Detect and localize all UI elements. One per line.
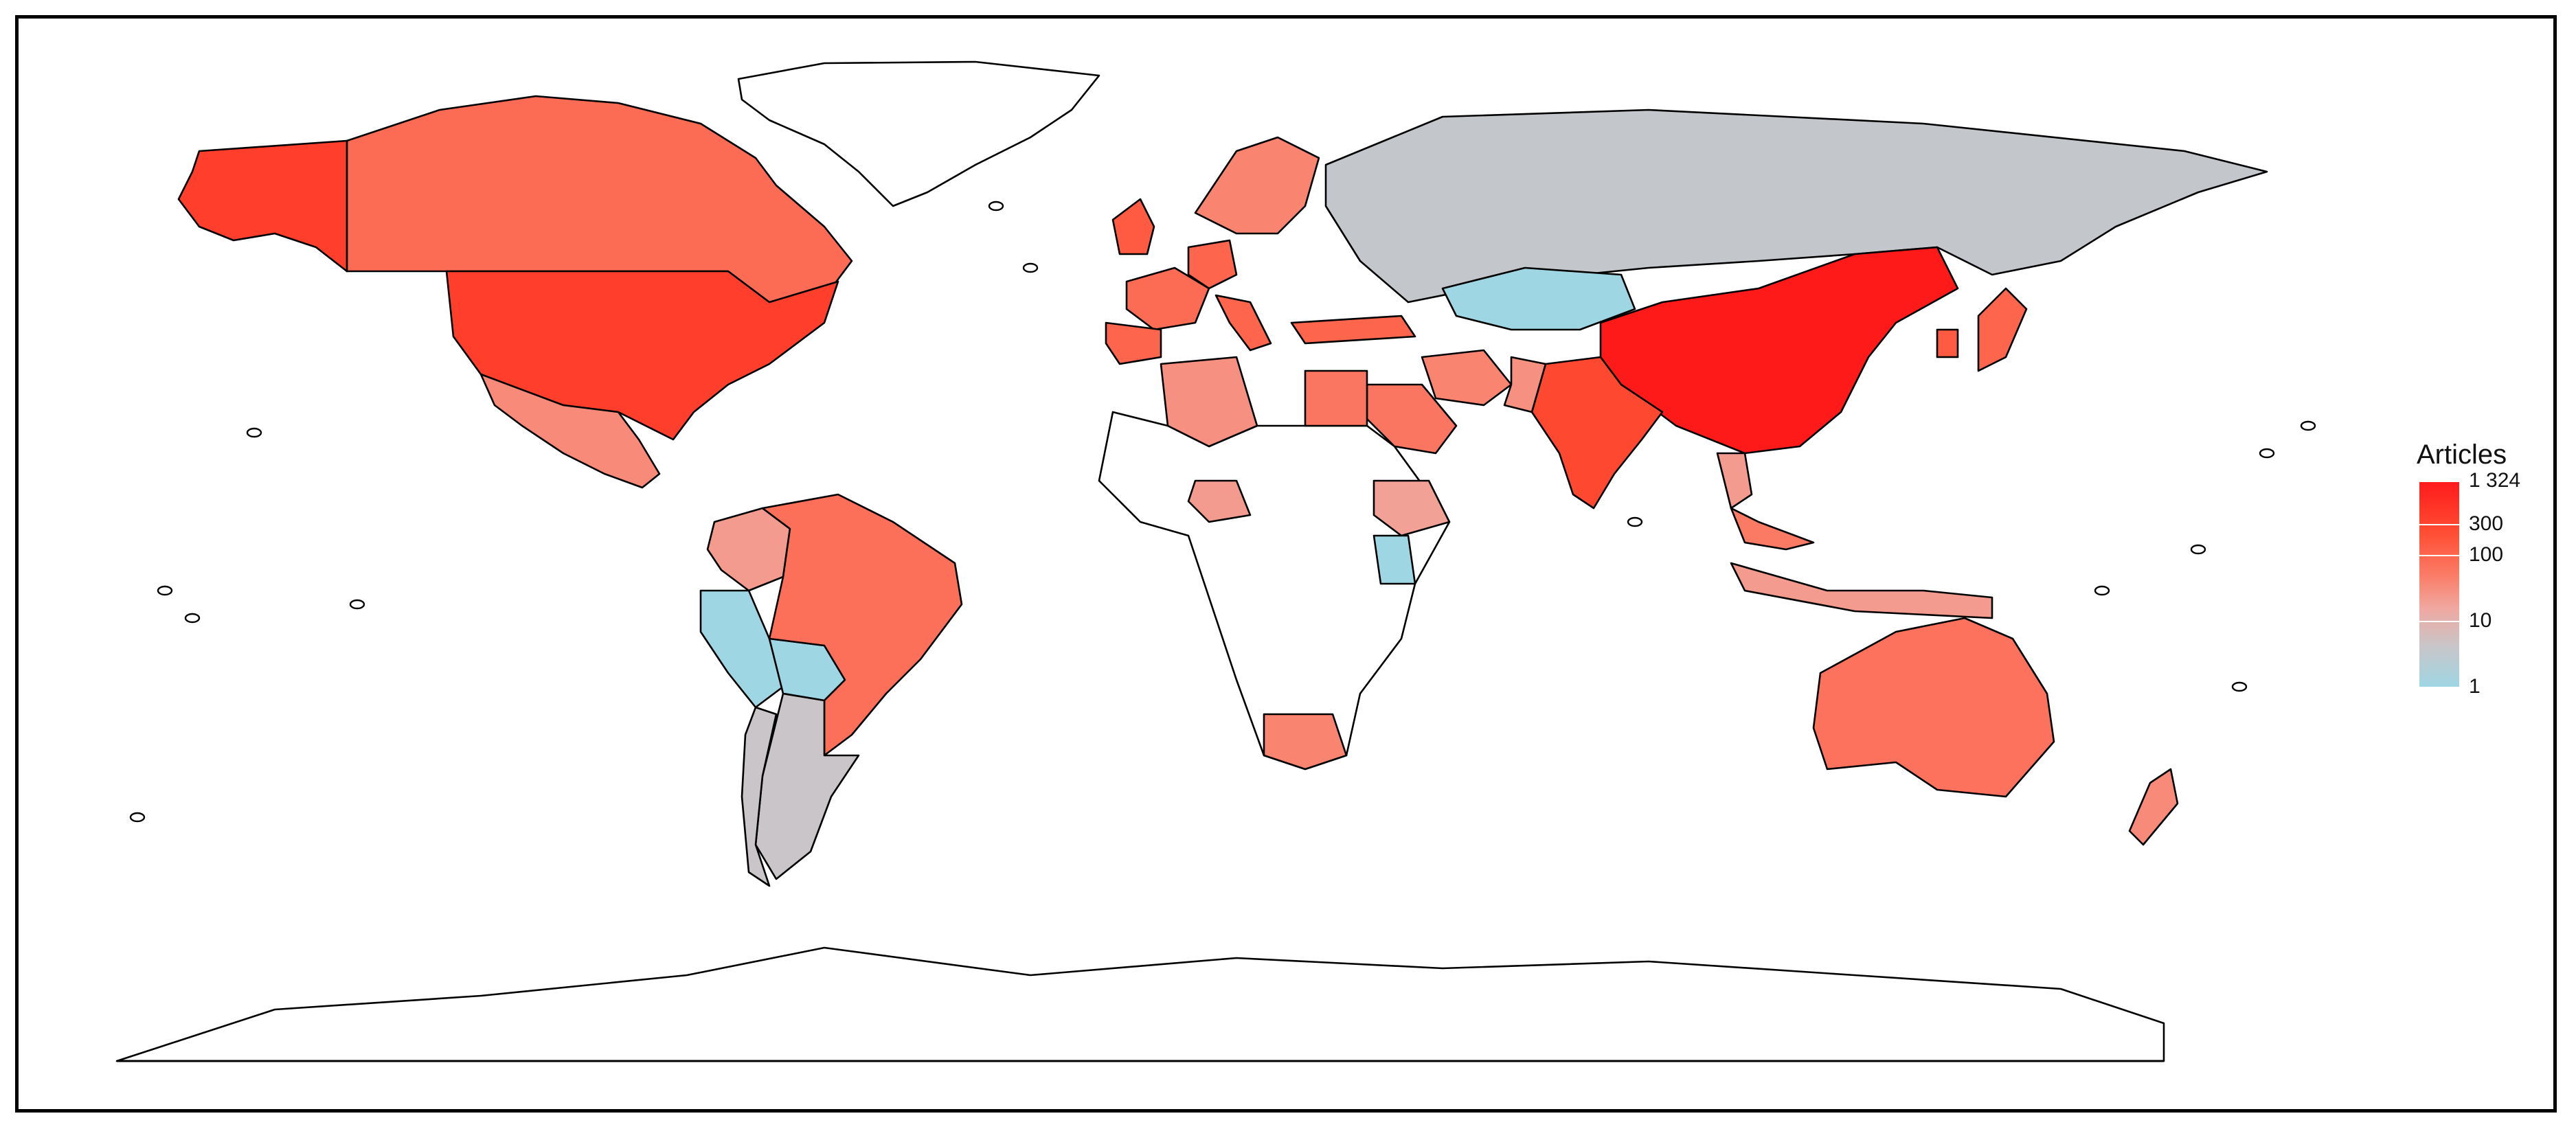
country-nigeria[interactable] <box>1187 479 1252 523</box>
country-india[interactable] <box>1530 356 1664 510</box>
color-legend: Articles 1 324 300 100 10 1 <box>2395 440 2560 700</box>
country-malaysia[interactable] <box>1730 507 1815 551</box>
region-africa-base <box>1098 411 1451 771</box>
island <box>129 812 146 823</box>
country-indonesia[interactable] <box>1730 562 1993 619</box>
country-south-korea[interactable] <box>1936 328 1959 358</box>
island <box>988 201 1004 212</box>
island <box>246 427 262 438</box>
country-alaska[interactable] <box>177 139 348 273</box>
region-antarctica[interactable] <box>115 946 2165 1062</box>
island <box>2231 681 2248 692</box>
legend-tick-label: 10 <box>2469 609 2492 632</box>
island <box>184 613 201 624</box>
legend-tick-label: 300 <box>2469 512 2504 535</box>
island <box>1627 516 1643 527</box>
country-spain[interactable] <box>1105 321 1162 365</box>
country-japan[interactable] <box>1977 287 2028 372</box>
country-thailand[interactable] <box>1716 452 1753 510</box>
legend-tick-mark <box>2419 481 2459 482</box>
legend-tick-mark <box>2419 555 2459 556</box>
country-brazil[interactable] <box>761 493 963 757</box>
country-new-zealand[interactable] <box>2128 768 2179 846</box>
country-pakistan[interactable] <box>1503 356 1547 413</box>
country-ethiopia[interactable] <box>1372 479 1451 537</box>
island <box>2259 448 2275 459</box>
legend-gradient-bar <box>2419 481 2459 687</box>
legend-tick-mark <box>2419 621 2459 622</box>
legend-tick-mark <box>2419 687 2459 688</box>
country-germany[interactable] <box>1187 239 1238 290</box>
country-russia[interactable] <box>1324 109 2268 304</box>
island <box>157 585 173 596</box>
country-france[interactable] <box>1125 266 1210 331</box>
legend-tick-label: 1 324 <box>2469 469 2521 492</box>
country-mexico[interactable] <box>479 373 661 489</box>
country-turkey[interactable] <box>1290 315 1416 345</box>
legend-tick-label: 100 <box>2469 543 2504 566</box>
country-scandinavia[interactable] <box>1194 136 1320 235</box>
island <box>2190 544 2206 555</box>
island <box>2094 585 2110 596</box>
country-south-africa[interactable] <box>1263 713 1348 771</box>
legend-tick-label: 1 <box>2469 675 2481 698</box>
island <box>349 599 365 610</box>
island <box>2300 420 2316 431</box>
legend-title: Articles <box>2417 440 2507 470</box>
country-algeria[interactable] <box>1160 356 1258 448</box>
country-united-kingdom[interactable] <box>1111 198 1155 255</box>
island <box>1022 262 1039 273</box>
legend-tick-mark <box>2419 524 2459 525</box>
country-italy[interactable] <box>1214 294 1272 352</box>
country-peru[interactable] <box>699 589 784 709</box>
country-greenland[interactable] <box>737 60 1100 207</box>
country-kazakhstan[interactable] <box>1441 266 1636 331</box>
country-chile[interactable] <box>741 706 778 887</box>
country-australia[interactable] <box>1812 617 2055 798</box>
country-kenya[interactable] <box>1372 534 1416 585</box>
country-egypt[interactable] <box>1304 369 1368 427</box>
country-iran[interactable] <box>1421 349 1513 407</box>
